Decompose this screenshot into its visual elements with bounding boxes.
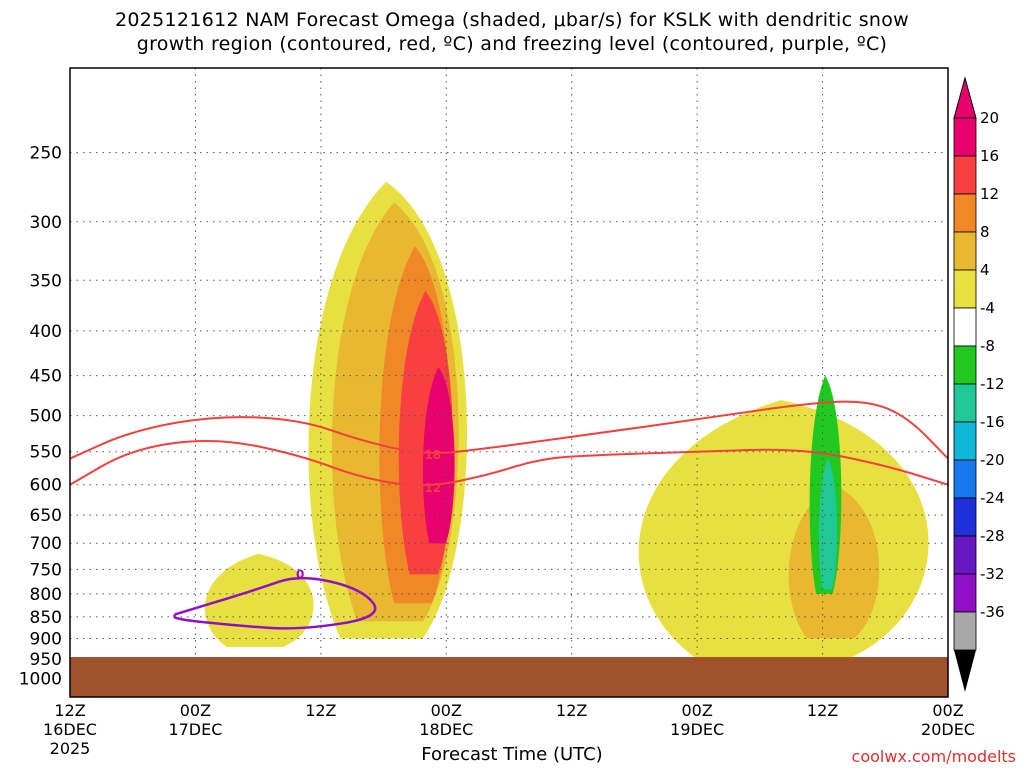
y-tick-label-500: 500: [30, 407, 62, 427]
y-tick-label-850: 850: [30, 608, 62, 628]
credit-link[interactable]: coolwx.com/modelts: [851, 747, 1016, 766]
colorbar-swatch-3: [953, 231, 977, 271]
dgz-contour-label-1: -18: [419, 448, 441, 462]
terrain-ground: [70, 657, 948, 697]
x-tick-label-0: 12Z: [54, 701, 85, 720]
colorbar-swatch-13: [953, 611, 977, 651]
colorbar-swatch-2: [953, 193, 977, 233]
y-tick-label-550: 550: [30, 443, 62, 463]
colorbar-label-5: -4: [980, 299, 995, 317]
x-tick-sublabel-60: 19DEC: [670, 720, 724, 739]
y-tick-label-450: 450: [30, 367, 62, 387]
colorbar-label-11: -28: [980, 527, 1005, 545]
x-tick-label-24: 12Z: [305, 701, 336, 720]
x-tick-label-48: 12Z: [556, 701, 587, 720]
colorbar-swatch-8: [953, 421, 977, 461]
colorbar-label-8: -16: [980, 413, 1005, 431]
colorbar-label-0: 20: [980, 109, 999, 127]
colorbar-swatch-11: [953, 535, 977, 575]
x-tick-sublabel-12: 17DEC: [168, 720, 222, 739]
colorbar-label-4: 4: [980, 261, 990, 279]
colorbar-swatch-6: [953, 345, 977, 385]
y-tick-label-700: 700: [30, 534, 62, 554]
y-tick-label-250: 250: [30, 144, 62, 164]
colorbar-bottom-arrow: [954, 650, 976, 692]
colorbar-swatch-1: [953, 155, 977, 195]
freezing-level-label: 0: [296, 567, 304, 581]
y-tick-label-950: 950: [30, 650, 62, 670]
y-tick-label-350: 350: [30, 271, 62, 291]
x-tick-label-72: 12Z: [807, 701, 838, 720]
y-tick-label-600: 600: [30, 476, 62, 496]
x-tick-sublabel-84: 20DEC: [921, 720, 975, 739]
colorbar-label-7: -12: [980, 375, 1005, 393]
freezing-level-contour: [173, 576, 377, 630]
x-tick-label-12: 00Z: [180, 701, 211, 720]
plot-frame: [69, 67, 949, 698]
x-tick-year-0: 2025: [50, 739, 91, 758]
dgz-contour-m18: [69, 400, 949, 460]
dgz-contour-m12: [69, 439, 949, 487]
colorbar-label-2: 12: [980, 185, 999, 203]
omega-region-4: [422, 367, 455, 544]
y-tick-label-1000: 1000: [19, 669, 62, 689]
x-tick-label-36: 00Z: [431, 701, 462, 720]
y-tick-label-650: 650: [30, 506, 62, 526]
x-tick-label-84: 00Z: [932, 701, 963, 720]
omega-region-5: [204, 553, 314, 647]
chart-title-line-1: 2025121612 NAM Forecast Omega (shaded, μ…: [114, 9, 910, 31]
colorbar-swatch-0: [953, 117, 977, 157]
colorbar-label-12: -32: [980, 565, 1005, 583]
y-tick-label-400: 400: [30, 322, 62, 342]
y-tick-label-800: 800: [30, 585, 62, 605]
colorbar-swatch-12: [953, 573, 977, 613]
colorbar-swatch-9: [953, 459, 977, 499]
omega-region-9: [818, 458, 838, 590]
colorbar-label-13: -36: [980, 603, 1005, 621]
dgz-contour-label-0: -12: [419, 481, 441, 495]
colorbar-swatch-10: [953, 497, 977, 537]
colorbar-swatch-7: [953, 383, 977, 423]
chart-title-line-2: growth region (contoured, red, ºC) and f…: [136, 33, 888, 55]
x-tick-sublabel-0: 16DEC: [43, 720, 97, 739]
y-tick-label-750: 750: [30, 560, 62, 580]
x-tick-label-60: 00Z: [681, 701, 712, 720]
colorbar-top-arrow: [953, 76, 977, 119]
colorbar-label-10: -24: [980, 489, 1005, 507]
colorbar-label-3: 8: [980, 223, 990, 241]
y-tick-label-900: 900: [30, 630, 62, 650]
colorbar-swatch-5: [953, 307, 977, 347]
colorbar-label-6: -8: [980, 337, 995, 355]
colorbar-label-1: 16: [980, 147, 999, 165]
colorbar-swatch-4: [953, 269, 977, 309]
y-tick-label-300: 300: [30, 213, 62, 233]
x-tick-sublabel-36: 18DEC: [419, 720, 473, 739]
colorbar-label-9: -20: [980, 451, 1005, 469]
x-axis-label: Forecast Time (UTC): [421, 744, 603, 765]
